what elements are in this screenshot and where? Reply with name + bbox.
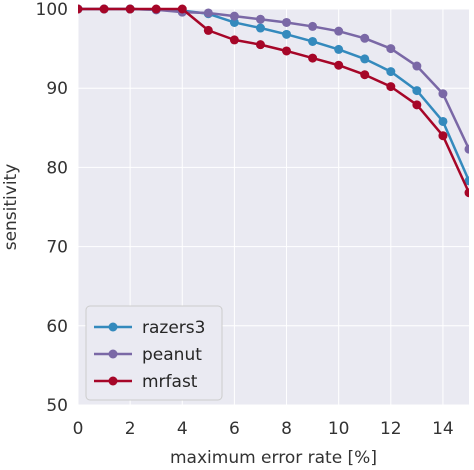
legend-marker-razers3 [108,322,118,332]
legend: razers3 peanut mrfast [85,305,223,401]
legend-frame [85,305,223,401]
y-tick-label: 70 [46,238,68,258]
x-tick-label: 0 [73,419,84,439]
legend-label-razers3: razers3 [142,318,205,338]
data-point-razers3 [360,54,370,64]
data-point-mrfast [308,53,318,63]
y-axis-label: sensitivity [1,164,21,251]
x-tick-label: 4 [177,419,188,439]
x-tick-label: 12 [380,419,402,439]
data-point-peanut [334,26,344,36]
legend-label-peanut: peanut [142,345,202,365]
data-point-razers3 [386,67,396,77]
data-point-mrfast [151,4,161,14]
data-point-mrfast [99,4,109,14]
data-point-mrfast [78,4,83,14]
data-point-mrfast [412,100,422,110]
y-axis-ticks: 50 60 70 80 90 100 [36,0,68,416]
data-point-razers3 [282,29,292,39]
data-point-mrfast [360,70,370,80]
data-point-mrfast [386,82,396,92]
x-tick-label: 10 [328,419,350,439]
data-point-mrfast [255,40,265,50]
series-line-mrfast [78,7,469,194]
y-tick-label: 50 [46,396,68,416]
x-tick-label: 8 [281,419,292,439]
data-point-mrfast [334,60,344,70]
data-point-mrfast [203,25,213,35]
legend-marker-mrfast [108,376,118,386]
y-tick-label: 100 [36,0,68,20]
data-point-razers3 [308,36,318,46]
data-point-mrfast [177,4,187,14]
data-point-mrfast [229,35,239,45]
data-point-peanut [203,8,213,18]
data-point-peanut [360,33,370,43]
data-point-mrfast [282,46,292,56]
y-tick-label: 60 [46,317,68,337]
data-point-razers3 [412,86,422,96]
data-point-peanut [229,11,239,21]
data-point-razers3 [255,23,265,33]
series-layer [78,4,469,198]
data-point-mrfast [464,188,469,198]
data-point-peanut [308,21,318,31]
x-axis-label: maximum error rate [%] [170,448,377,468]
x-tick-label: 2 [125,419,136,439]
data-point-peanut [464,144,469,154]
grid-lines [77,8,469,406]
data-point-razers3 [438,116,448,126]
data-point-razers3 [229,17,239,27]
data-point-mrfast [125,4,135,14]
data-point-peanut [386,44,396,54]
x-tick-label: 6 [229,419,240,439]
data-point-razers3 [334,44,344,54]
legend-marker-peanut [108,349,118,359]
data-point-mrfast [438,131,448,141]
x-axis-ticks: 0 2 4 6 8 10 12 14 [73,419,454,439]
data-point-peanut [282,17,292,27]
x-tick-label: 14 [432,419,454,439]
data-point-peanut [412,61,422,71]
y-tick-label: 90 [46,79,68,99]
data-point-peanut [255,14,265,24]
legend-label-mrfast: mrfast [142,372,198,392]
data-point-peanut [438,89,448,99]
y-tick-label: 80 [46,158,68,178]
